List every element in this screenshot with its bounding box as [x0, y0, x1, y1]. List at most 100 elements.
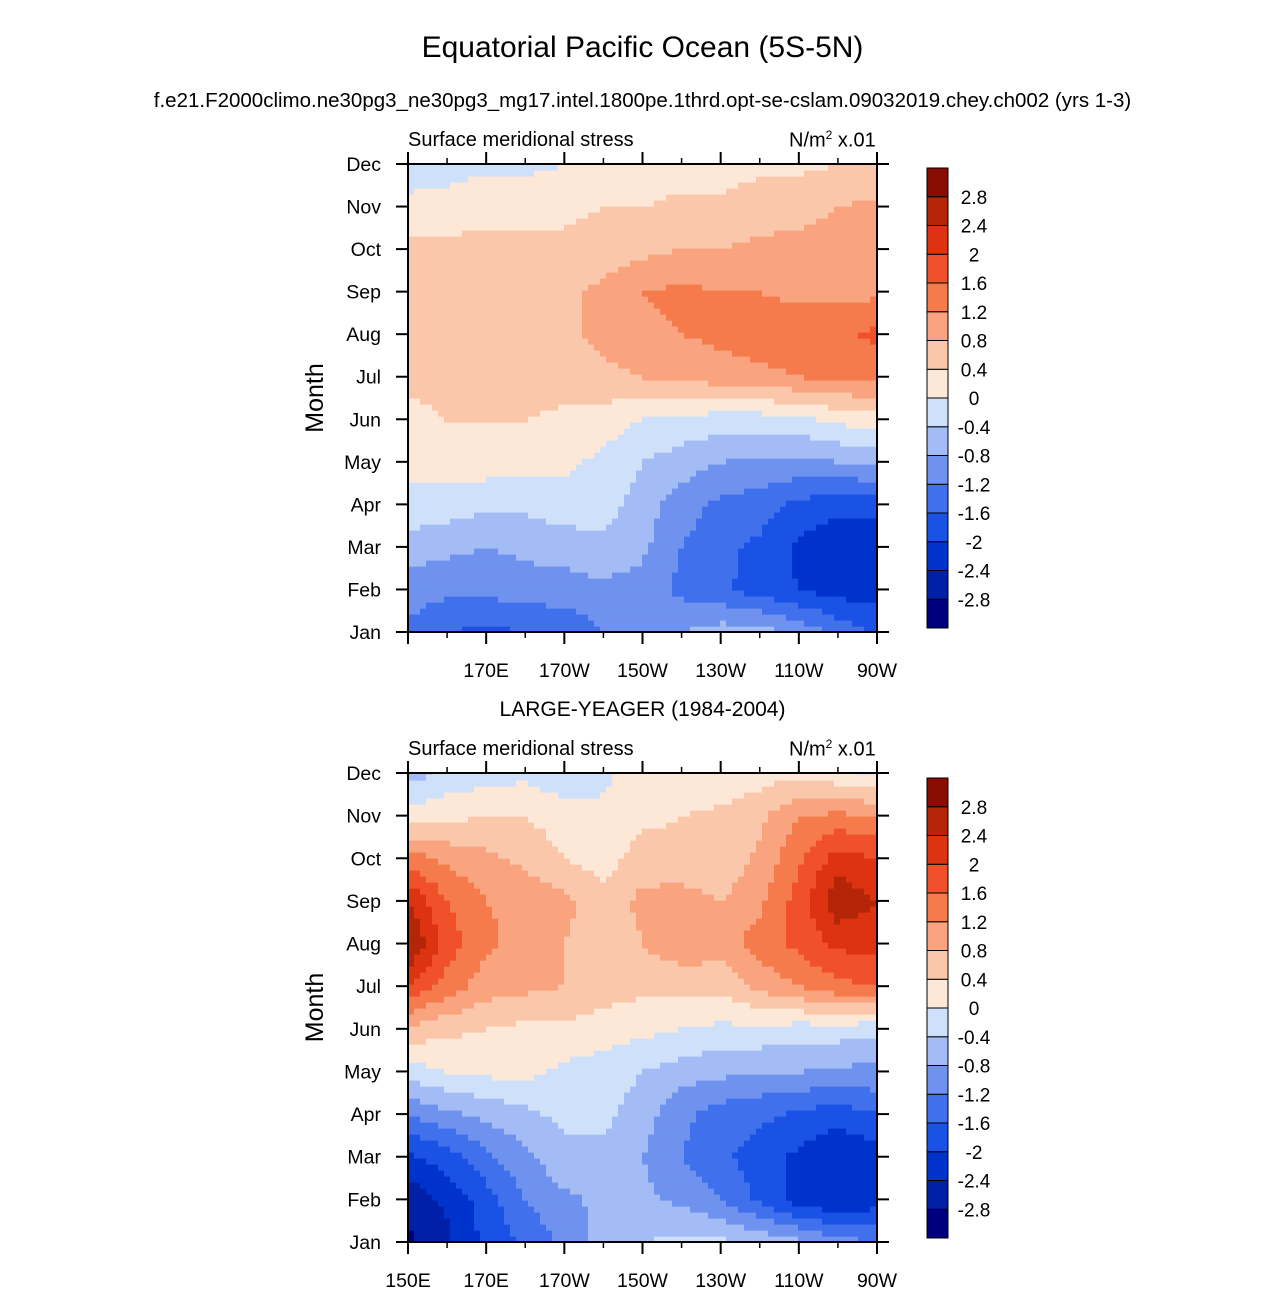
y-tick-label: Nov [346, 197, 381, 219]
heatmap-cell [408, 834, 547, 841]
heatmap-cell [480, 1236, 517, 1242]
heatmap-cell [834, 828, 847, 835]
heatmap-cell [570, 918, 637, 925]
heatmap-cell [498, 1200, 529, 1207]
heatmap-cell [690, 530, 763, 537]
panel-2-heatmap: Jan Feb Mar Apr May Jun Jul Aug Sep Oct Nov Dec 150E… [301, 761, 991, 1292]
heatmap-cell [786, 918, 817, 925]
heatmap-cell [750, 1182, 787, 1189]
heatmap-cell [408, 942, 427, 949]
colorbar-label: -1.6 [958, 1114, 991, 1135]
heatmap-cell [780, 852, 805, 859]
heatmap-cell [852, 1062, 877, 1069]
colorbar-label: 0 [969, 999, 980, 1020]
heatmap-cell [462, 1152, 493, 1159]
heatmap-cell [408, 590, 673, 597]
x-tick-label: 130W [695, 1270, 747, 1292]
heatmap-cell [462, 936, 499, 943]
heatmap-cell [642, 930, 745, 937]
heatmap-cell [588, 338, 703, 345]
colorbar-box [926, 1007, 949, 1038]
heatmap-cell [642, 458, 727, 465]
heatmap-cell [576, 608, 763, 615]
heatmap-cell [702, 506, 781, 513]
heatmap-cell [468, 984, 559, 991]
heatmap-cell [798, 602, 877, 609]
y-tick-label: Jun [350, 1019, 381, 1041]
heatmap-cell [408, 996, 445, 1003]
heatmap-cell [792, 828, 835, 835]
colorbar-box [926, 483, 949, 514]
heatmap-cell [708, 434, 811, 441]
heatmap-cell [828, 894, 871, 901]
heatmap-cell [864, 852, 877, 859]
colorbar-box [926, 196, 949, 226]
heatmap-cell [792, 566, 877, 573]
panel-1-units-label: N/m2 x.01 [789, 128, 876, 152]
heatmap-cell [762, 524, 817, 531]
heatmap-cell [462, 1188, 493, 1195]
heatmap-cell [432, 404, 559, 411]
heatmap-cell [648, 254, 877, 261]
heatmap-cell [630, 482, 679, 489]
heatmap-cell [426, 798, 733, 805]
heatmap-cell [792, 1200, 877, 1207]
heatmap-cell [690, 1128, 757, 1135]
heatmap-cell [414, 1008, 463, 1015]
heatmap-cell [570, 1188, 655, 1195]
heatmap-cell [774, 596, 847, 603]
heatmap-cell [792, 1212, 877, 1219]
heatmap-cell [708, 1212, 757, 1219]
heatmap-cell [408, 302, 583, 309]
heatmap-cell [420, 1098, 505, 1105]
heatmap-cell [762, 786, 877, 793]
colorbar-box [926, 1093, 949, 1124]
heatmap-cell [408, 894, 427, 901]
heatmap-cell [654, 1116, 697, 1123]
heatmap-cell [474, 1218, 505, 1225]
heatmap-cell [642, 554, 679, 561]
heatmap-cell [834, 206, 877, 213]
heatmap-cell [408, 1194, 433, 1201]
heatmap-cell [450, 554, 517, 561]
heatmap-cell [408, 230, 463, 237]
heatmap-cell [408, 320, 583, 327]
heatmap-cell [792, 554, 877, 561]
heatmap-cell [732, 996, 805, 1003]
y-tick-label: Feb [347, 1189, 381, 1211]
heatmap-cell [408, 1218, 451, 1225]
heatmap-cell [726, 1218, 775, 1225]
heatmap-cell [438, 882, 475, 889]
heatmap-cell [618, 512, 661, 519]
heatmap-cell [558, 846, 631, 853]
heatmap-cell [636, 924, 751, 931]
heatmap-cell [654, 1188, 715, 1195]
y-tick-label: Jun [350, 409, 381, 431]
heatmap-cell [750, 536, 799, 543]
heatmap-cell [792, 560, 877, 567]
heatmap-cell [576, 218, 817, 225]
heatmap-cell [678, 548, 739, 555]
heatmap-cell [444, 1212, 475, 1219]
heatmap-cell [630, 840, 757, 847]
heatmap-cell [438, 948, 457, 955]
heatmap-cell [750, 858, 781, 865]
heatmap-cell [408, 816, 469, 823]
heatmap-cell [576, 900, 631, 907]
heatmap-cell [498, 596, 685, 603]
heatmap-cell [492, 948, 565, 955]
heatmap-cell [756, 176, 877, 183]
heatmap-cell [762, 906, 787, 913]
heatmap-cell [408, 924, 421, 931]
heatmap-cell [738, 1164, 787, 1171]
colorbar-label: 2.4 [961, 217, 988, 238]
heatmap-cell [594, 620, 721, 627]
heatmap-cell [702, 284, 877, 291]
colorbar-label: 1.6 [961, 884, 987, 905]
heatmap-cell [498, 548, 649, 555]
heatmap-cell [738, 182, 877, 189]
heatmap-cell [846, 948, 877, 955]
heatmap-cell [852, 978, 877, 985]
heatmap-cell [870, 296, 877, 303]
heatmap-cell [810, 960, 877, 967]
